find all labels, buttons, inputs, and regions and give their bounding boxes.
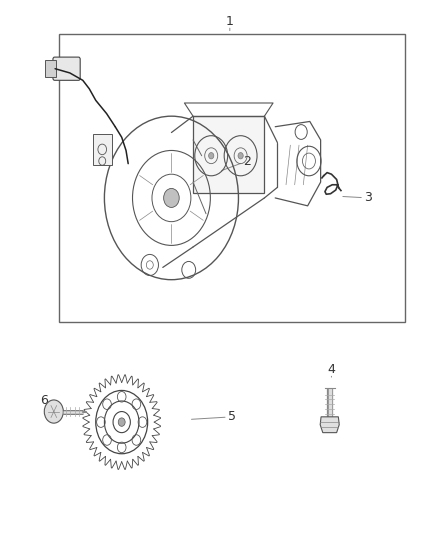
Text: 1: 1 xyxy=(226,15,234,28)
Circle shape xyxy=(208,152,214,159)
Text: 4: 4 xyxy=(328,363,336,376)
Polygon shape xyxy=(320,417,339,433)
Circle shape xyxy=(118,418,125,426)
FancyBboxPatch shape xyxy=(45,60,57,77)
FancyBboxPatch shape xyxy=(53,57,80,80)
Text: 2: 2 xyxy=(243,155,251,167)
Bar xyxy=(193,116,265,192)
FancyBboxPatch shape xyxy=(93,134,112,165)
Circle shape xyxy=(44,400,64,423)
Circle shape xyxy=(164,189,179,207)
Circle shape xyxy=(238,152,243,159)
Bar xyxy=(59,35,405,322)
Text: 6: 6 xyxy=(40,394,48,408)
Text: 3: 3 xyxy=(364,191,372,205)
Text: 5: 5 xyxy=(228,410,236,423)
